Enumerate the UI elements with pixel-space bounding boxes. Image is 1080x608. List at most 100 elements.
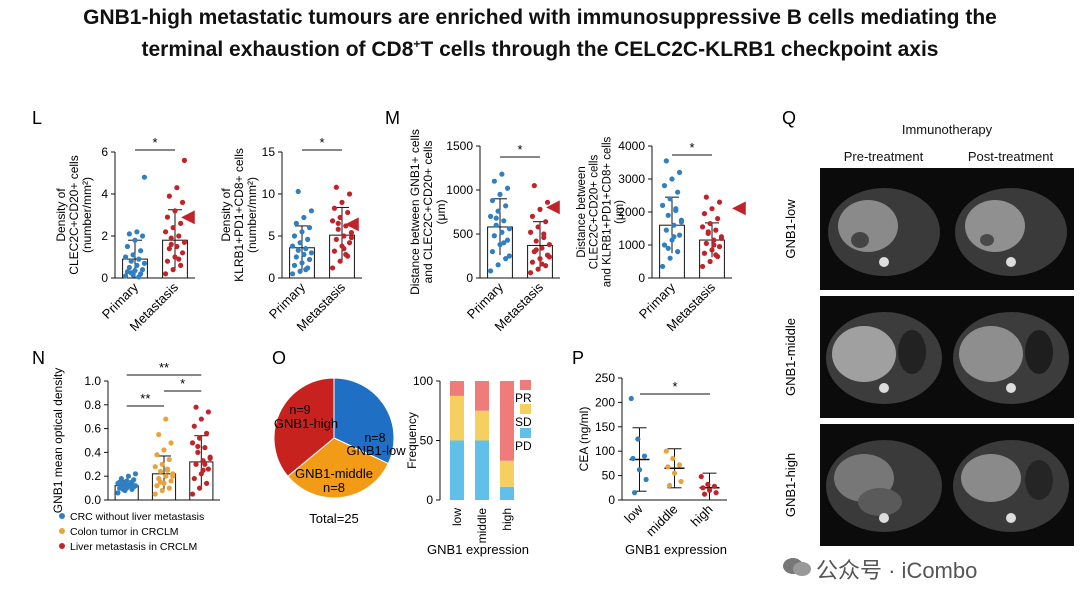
chart-m2-point (659, 202, 666, 208)
chart-l1-point (126, 264, 132, 271)
chart-p-y-tick-label: 200 (595, 395, 615, 409)
chart-l1-point (172, 208, 178, 214)
chart-l1-point (178, 262, 184, 268)
chart-n-point (204, 480, 210, 486)
chart-m1-point (501, 218, 507, 224)
chart-n-point (195, 443, 201, 450)
chart-l2-y-tick-label: 10 (262, 187, 276, 201)
chart-p-y-label: CEA (ng/ml) (577, 407, 591, 472)
chart-n-point (157, 479, 164, 485)
chart-l2-point (337, 214, 343, 221)
chart-m1-point (495, 262, 501, 268)
chart-o-bar-segment (475, 440, 489, 500)
chart-l1-arrow-marker: ◀ (181, 206, 195, 226)
chart-m1-point (543, 219, 549, 225)
chart-m1-point (546, 254, 553, 260)
chart-m2-point (701, 211, 708, 217)
chart-n-y-tick-label: 0.2 (84, 469, 101, 483)
chart-p-y-tick-label: 100 (595, 444, 615, 458)
watermark: 公众号 · iCombo (816, 558, 977, 583)
chart-m1-point (546, 241, 553, 248)
chart-l2-y-tick-label: 15 (262, 145, 276, 159)
chart-o-bar-category-label: low (450, 508, 464, 526)
chart-l1-point (128, 258, 134, 264)
chart-l2-point (341, 233, 347, 239)
chart-n-point (132, 471, 139, 477)
chart-o-bar-segment (450, 381, 464, 396)
chart-n-y-label: GNB1 mean optical density (51, 368, 65, 513)
chart-m1-point (541, 231, 547, 237)
chat-bubble-icon (783, 558, 811, 576)
chart-l2-point (299, 229, 305, 235)
chart-l1-point (164, 258, 171, 264)
chart-n-point (166, 485, 172, 491)
chart-l2-point (293, 254, 299, 260)
chart-l2-point (329, 218, 336, 224)
chart-m2-sig-label: * (689, 140, 694, 155)
chart-l1-point (181, 157, 188, 163)
chart-l2-point (343, 223, 349, 229)
chart-m1-point (504, 237, 511, 243)
chart-o-bar-y-tick-label: 50 (420, 434, 434, 448)
chart-l1-point (162, 229, 169, 235)
chart-m2-point (699, 224, 706, 230)
ct-scan-low-pre (820, 168, 947, 290)
chart-l2-point (335, 226, 341, 232)
chart-l2-point (331, 248, 338, 254)
chart-o-bar-segment (500, 486, 514, 500)
chart-p-point (663, 448, 669, 454)
chart-m2-point (665, 245, 671, 251)
chart-o-pie-label: GNB1-middle (295, 466, 373, 481)
chart-o-bar-segment (475, 381, 489, 411)
chart-n-point (168, 440, 174, 446)
chart-n-point (118, 475, 124, 482)
chart-m2-y-label: Distance betweenCLEC2C+CD20+ cellsand KL… (576, 136, 626, 287)
chart-m2-point (663, 227, 669, 233)
chart-o-pie-slice (287, 437, 389, 499)
chart-m1-y-label: Distance between GNB1+ cellsand CLEC2C+C… (408, 129, 448, 295)
chart-n-point (189, 440, 196, 446)
chart-n-point (205, 466, 211, 472)
chart-p-point (676, 462, 683, 468)
chart-l1-point (166, 193, 172, 199)
chart-o-bar-x-label: GNB1 expression (427, 542, 529, 557)
chart-m1-point (535, 224, 541, 230)
ct-scan-middle-pre (820, 296, 947, 418)
chart-n-sig-label: ** (159, 360, 169, 375)
chart-m1-point (527, 229, 534, 235)
chart-n-point (125, 473, 132, 479)
chart-n-point (196, 435, 203, 441)
chart-n-y-tick-label: 1.0 (84, 374, 101, 388)
chart-p-y-tick-label: 0 (608, 493, 615, 507)
chart-p-point (713, 490, 719, 496)
chart-l2-point (348, 235, 355, 241)
chart-o-bar-legend-label: PR (515, 391, 532, 405)
chart-m2-point (673, 206, 679, 212)
chart-l1-point (134, 262, 140, 268)
chart-l2-point (346, 240, 353, 246)
chart-l2-point (337, 258, 343, 264)
chart-l2-point (291, 233, 298, 239)
chart-l2-point (303, 246, 309, 252)
chart-m2-y-tick-label: 2000 (618, 205, 645, 219)
chart-m2-point (671, 222, 677, 228)
chart-o-pie-n: n=9 (289, 403, 310, 417)
chart-n-legend-label: Liver metastasis in CRCLM (70, 541, 197, 553)
chart-l2-point (295, 247, 301, 253)
chart-p-point (643, 476, 649, 483)
chart-m1-point (503, 256, 509, 262)
chart-l1-point (174, 185, 180, 191)
chart-o-bar-legend-label: PD (515, 439, 532, 453)
chart-l2-point (348, 230, 355, 236)
chart-m2-y-tick-label: 0 (638, 271, 645, 285)
chart-l1-point (122, 254, 129, 260)
ct-scan-low-post (947, 168, 1074, 290)
chart-m1-point (497, 191, 503, 197)
chart-n-sig-label: ** (140, 391, 150, 406)
chart-p-point (701, 491, 708, 497)
chart-o-pie-n: n=8 (364, 431, 385, 445)
chart-m2-point (703, 194, 709, 200)
chart-m1-point (527, 270, 534, 276)
chart-m2-point (711, 242, 717, 248)
chart-p-point (700, 485, 706, 491)
